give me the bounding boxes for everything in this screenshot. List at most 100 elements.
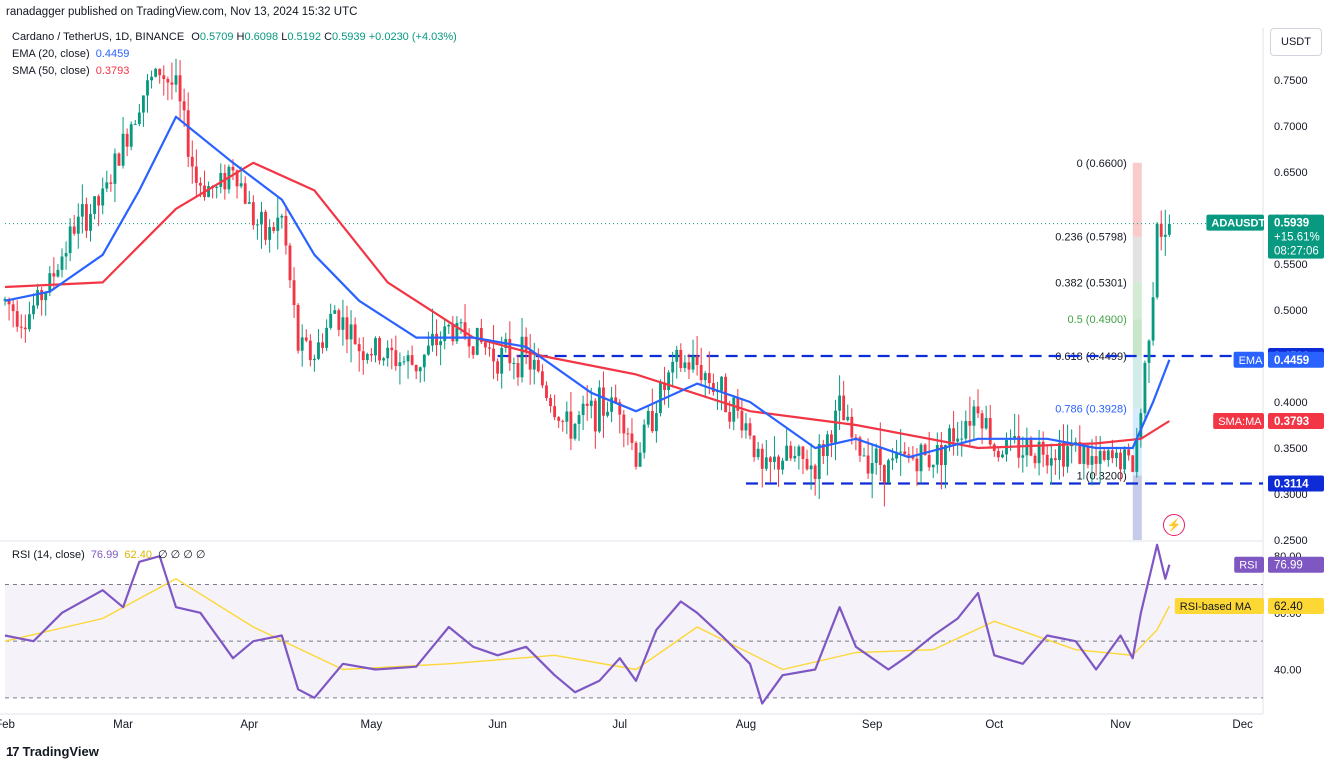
candle-body	[357, 344, 361, 352]
candle-body	[378, 338, 381, 361]
candle-body	[264, 211, 267, 240]
candle-body	[919, 444, 923, 472]
price-tick-label: 0.7500	[1274, 75, 1308, 87]
candle-body	[219, 172, 223, 187]
candle-body	[475, 327, 479, 355]
candle-body	[443, 326, 447, 342]
tradingview-logo[interactable]: 17 TradingView	[6, 744, 99, 759]
candle-body	[369, 354, 373, 356]
candle-body	[223, 172, 227, 190]
candle-body	[1066, 446, 1070, 467]
sma-50-line	[4, 161, 1170, 450]
change-value: +0.0230 (+4.03%)	[368, 31, 457, 43]
candle-body	[215, 186, 219, 188]
candle-body	[520, 336, 524, 378]
candle-body	[1049, 458, 1053, 466]
candle-body	[634, 442, 638, 467]
sma-legend[interactable]: SMA (50, close) 0.3793	[12, 65, 129, 77]
price-tick-label: 0.3000	[1274, 489, 1308, 501]
rsi-tag-label: RSI	[1239, 560, 1257, 572]
candle-body	[439, 341, 443, 346]
candle-body	[312, 358, 316, 361]
candle-body	[691, 356, 695, 370]
candle-body	[638, 452, 642, 467]
candle-body	[154, 68, 158, 77]
candle-body	[968, 421, 972, 426]
candle-body	[553, 406, 557, 418]
high-label: H	[236, 31, 245, 43]
candle-body	[48, 273, 52, 293]
candle-body	[540, 371, 544, 386]
time-tick-label: Oct	[985, 719, 1004, 731]
candle-body	[858, 437, 862, 456]
candle-body	[146, 80, 149, 96]
price-tag-box	[1268, 475, 1324, 492]
candle-body	[1131, 455, 1135, 472]
candle-body	[581, 403, 585, 416]
candle-body	[984, 418, 988, 429]
rsi-legend[interactable]: RSI (14, close) 76.99 62.40 ∅ ∅ ∅ ∅	[12, 548, 206, 561]
flash-icon[interactable]: ⚡	[1163, 514, 1185, 536]
candle-body	[1106, 450, 1110, 460]
candle-body	[194, 166, 198, 183]
candle-body	[1155, 223, 1159, 298]
rsi-ma-value: 62.40	[124, 549, 152, 561]
candle-body	[276, 217, 280, 231]
low-value: 0.5192	[287, 31, 321, 43]
candle-body	[1021, 455, 1025, 458]
candle-body	[606, 411, 609, 416]
price-tag-value: 0.3793	[1274, 416, 1309, 428]
candle-body	[488, 347, 491, 349]
candle-body	[882, 465, 886, 483]
candle-body	[1062, 442, 1065, 467]
candle-body	[1090, 456, 1094, 465]
candle-body	[809, 465, 813, 470]
candle-body	[292, 280, 296, 305]
candle-body	[60, 256, 64, 270]
candle-body	[15, 311, 19, 327]
candle-body	[801, 446, 805, 459]
candle-body	[887, 460, 890, 483]
candle-body	[337, 310, 341, 330]
candle-body	[101, 188, 105, 206]
open-value: 0.5709	[199, 31, 234, 43]
candle-body	[455, 322, 459, 342]
candle-body	[565, 411, 569, 422]
candle-body	[687, 362, 691, 370]
candle-body	[764, 457, 768, 469]
candle-body	[251, 202, 255, 226]
rsi-tag-value: 62.40	[1274, 601, 1303, 613]
candle-body	[1139, 413, 1143, 439]
fib-label: 0.786 (0.3928)	[1055, 404, 1127, 416]
ema-legend[interactable]: EMA (20, close) 0.4459	[12, 48, 129, 60]
candle-body	[52, 273, 56, 277]
candle-body	[1151, 297, 1155, 341]
candle-body	[1098, 450, 1102, 464]
tradingview-brand: TradingView	[22, 744, 99, 759]
candle-body	[1102, 450, 1106, 460]
price-tag-label: SMA:MA	[1218, 416, 1262, 428]
candle-body	[125, 133, 129, 147]
publish-info: ranadagger published on TradingView.com,…	[6, 6, 358, 18]
candle-body	[186, 110, 190, 157]
candle-body	[11, 304, 15, 312]
candle-body	[365, 354, 369, 361]
candle-body	[683, 362, 687, 369]
candle-body	[927, 455, 931, 468]
candle-body	[459, 322, 463, 324]
price-tick-label: 0.2500	[1274, 535, 1308, 547]
candle-body	[1110, 450, 1114, 459]
candle-body	[903, 451, 907, 455]
candle-body	[284, 215, 288, 246]
price-tag-label: EMA	[1239, 355, 1264, 367]
candle-body	[190, 156, 194, 167]
candle-body	[170, 82, 174, 85]
candle-body	[589, 400, 593, 406]
candle-body	[467, 338, 471, 347]
rsi-label: RSI (14, close)	[12, 549, 85, 561]
candle-body	[773, 456, 776, 462]
currency-button[interactable]: USDT	[1270, 28, 1322, 56]
candle-body	[569, 411, 573, 439]
candle-body	[235, 170, 239, 187]
